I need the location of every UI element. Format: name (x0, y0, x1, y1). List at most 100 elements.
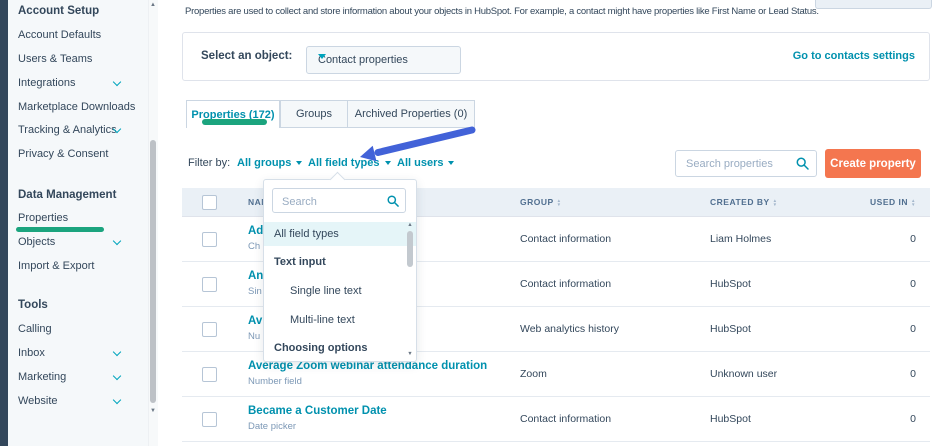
field-types-dropdown-panel: All field types Text input Single line t… (263, 171, 417, 362)
option-single-on-off-checkbox[interactable]: Single on/off checkbox (264, 354, 416, 361)
cell-group: Contact information (520, 233, 612, 245)
column-header-used-in[interactable]: USED IN ▲ ▼ (870, 197, 916, 207)
property-name-link[interactable]: An (248, 270, 264, 282)
caret-down-icon (318, 54, 326, 59)
cell-group: Zoom (520, 368, 547, 380)
row-checkbox[interactable] (202, 412, 217, 427)
sidebar-item-objects[interactable]: Objects (18, 236, 146, 248)
field-type-list: All field types Text input Single line t… (264, 220, 416, 361)
sidebar-section-data-management: Data Management (18, 189, 117, 201)
cell-used-in: 0 (910, 368, 916, 380)
sidebar-item-account-defaults[interactable]: Account Defaults (18, 29, 102, 41)
property-type-label: Date picker (248, 421, 297, 432)
scroll-down-icon[interactable]: ▼ (150, 408, 156, 414)
property-name-link[interactable]: Ad (248, 225, 264, 237)
chevron-down-icon (112, 236, 122, 246)
property-type-label: Nu (248, 331, 261, 342)
option-single-line-text[interactable]: Single line text (290, 285, 362, 297)
sidebar-item-marketing[interactable]: Marketing (18, 371, 146, 383)
option-multi-line-text[interactable]: Multi-line text (290, 314, 355, 326)
sidebar-scrollbar[interactable]: ▲ ▼ (148, 0, 158, 446)
chevron-down-icon (112, 395, 122, 405)
tab-properties[interactable]: Properties (172) (186, 100, 280, 128)
cell-used-in: 0 (910, 278, 916, 290)
sidebar-item-marketplace-downloads[interactable]: Marketplace Downloads (18, 101, 136, 113)
cell-created-by: HubSpot (710, 278, 751, 290)
cell-used-in: 0 (910, 233, 916, 245)
select-all-checkbox[interactable] (202, 195, 217, 210)
column-header-created-by[interactable]: CREATED BY ▲ ▼ (710, 197, 778, 207)
search-properties-input[interactable] (684, 152, 794, 176)
sort-icon: ▲ ▼ (772, 197, 778, 207)
object-selector-value: Contact properties (318, 54, 408, 66)
search-icon (387, 195, 399, 207)
create-property-button[interactable]: Create property (825, 149, 921, 178)
cell-group: Contact information (520, 413, 612, 425)
row-checkbox[interactable] (202, 367, 217, 382)
dropdown-scrollbar[interactable]: ▲ ▼ (406, 222, 414, 358)
property-type-label: Ch (248, 241, 261, 252)
field-type-search-box (272, 188, 406, 213)
cell-used-in: 0 (910, 323, 916, 335)
sort-icon: ▲ ▼ (556, 197, 562, 207)
caret-down-icon (384, 161, 391, 166)
property-name-link[interactable]: Became a Customer Date (248, 405, 387, 417)
field-type-search-input[interactable] (280, 190, 384, 213)
filter-all-users[interactable]: All users (397, 157, 455, 169)
filter-all-field-types[interactable]: All field types (308, 157, 391, 169)
tab-groups[interactable]: Groups (280, 100, 348, 128)
left-nav-strip (0, 0, 8, 446)
object-selector-panel: Select an object: Contact properties Go … (182, 32, 930, 81)
property-name-link[interactable]: Av (248, 315, 263, 327)
sidebar-item-calling[interactable]: Calling (18, 323, 52, 335)
partial-button-fragment (815, 0, 932, 9)
sidebar-item-privacy-consent[interactable]: Privacy & Consent (18, 148, 109, 160)
option-all-field-types[interactable]: All field types (264, 222, 416, 246)
row-checkbox[interactable] (202, 322, 217, 337)
caret-down-icon (448, 161, 455, 166)
search-icon (796, 157, 809, 170)
go-to-contacts-settings-link[interactable]: Go to contacts settings (792, 50, 915, 62)
cell-created-by: HubSpot (710, 413, 751, 425)
annotation-underline-properties (16, 227, 104, 232)
column-header-group[interactable]: GROUP ▲ ▼ (520, 197, 562, 207)
scroll-down-icon[interactable]: ▼ (407, 351, 413, 357)
scroll-up-icon[interactable]: ▲ (150, 2, 156, 8)
object-selector-dropdown[interactable]: Contact properties (306, 46, 461, 74)
sidebar-item-users-teams[interactable]: Users & Teams (18, 53, 93, 65)
object-selector-label: Select an object: (201, 50, 293, 62)
table-row: Average Zoom webinar attendance duration… (182, 352, 930, 397)
option-group-text-input: Text input (274, 256, 326, 268)
chevron-down-icon (112, 77, 122, 87)
caret-down-icon (296, 161, 303, 166)
row-checkbox[interactable] (202, 232, 217, 247)
sidebar-item-import-export[interactable]: Import & Export (18, 260, 95, 272)
sidebar-scrollbar-thumb[interactable] (150, 140, 156, 403)
search-properties-box (675, 150, 817, 177)
dropdown-notch (329, 171, 346, 188)
tab-archived-properties[interactable]: Archived Properties (0) (347, 100, 475, 128)
cell-used-in: 0 (910, 413, 916, 425)
scroll-up-icon[interactable]: ▲ (407, 222, 413, 228)
sidebar-item-integrations[interactable]: Integrations (18, 77, 146, 89)
property-type-label: Sin (248, 286, 262, 297)
settings-sidebar: Account Setup Account Defaults Users & T… (8, 0, 156, 446)
chevron-down-icon (112, 371, 122, 381)
cell-group: Web analytics history (520, 323, 620, 335)
sidebar-item-properties[interactable]: Properties (18, 212, 69, 224)
property-type-label: Number field (248, 376, 302, 387)
column-header-name[interactable]: NAME (248, 197, 276, 207)
sidebar-item-website[interactable]: Website (18, 395, 146, 407)
sidebar-section-account-setup: Account Setup (18, 5, 100, 17)
cell-created-by: HubSpot (710, 323, 751, 335)
filter-all-groups[interactable]: All groups (237, 157, 303, 169)
row-checkbox[interactable] (202, 277, 217, 292)
option-group-choosing-options: Choosing options (274, 342, 368, 354)
dropdown-scrollbar-thumb[interactable] (407, 231, 413, 267)
property-name-link[interactable]: Average Zoom webinar attendance duration (248, 360, 488, 372)
sidebar-item-inbox[interactable]: Inbox (18, 347, 146, 359)
cell-created-by: Liam Holmes (710, 233, 772, 245)
sidebar-item-tracking-analytics[interactable]: Tracking & Analytics (18, 124, 146, 136)
table-row: Became a Customer Date Date picker Conta… (182, 397, 930, 442)
